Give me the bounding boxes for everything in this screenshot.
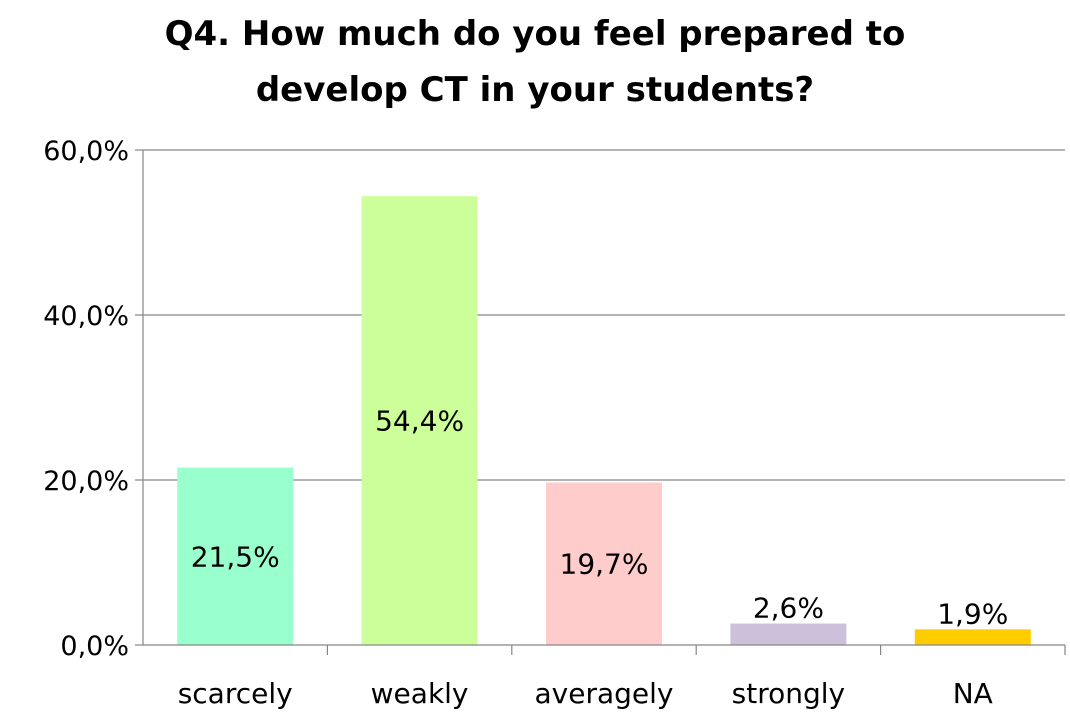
bar — [361, 196, 478, 645]
gridlines — [135, 149, 1065, 646]
y-tick-label: 20,0% — [43, 466, 129, 497]
bar — [914, 629, 1031, 645]
axes — [142, 150, 1066, 655]
y-tick-label: 0,0% — [60, 631, 129, 662]
chart-title-line-1: Q4. How much do you feel prepared to — [164, 14, 906, 54]
data-label: 21,5% — [191, 540, 280, 573]
data-label: 19,7% — [560, 548, 649, 581]
x-category-label: NA — [953, 677, 993, 710]
bar — [546, 482, 662, 645]
x-category-label: strongly — [732, 677, 845, 710]
data-label: 2,6% — [753, 592, 824, 625]
y-tick-label: 60,0% — [43, 136, 129, 167]
bar — [730, 623, 847, 645]
x-category-label: scarcely — [178, 677, 293, 710]
bars — [177, 196, 1031, 645]
y-tick-label: 40,0% — [43, 301, 129, 332]
y-axis-tick-labels: 0,0% 20,0% 40,0% 60,0% — [43, 136, 129, 662]
x-category-label: weakly — [371, 677, 469, 710]
data-label: 54,4% — [375, 405, 464, 438]
chart-title-line-2: develop CT in your students? — [255, 70, 815, 110]
bar — [177, 467, 294, 645]
chart-title: Q4. How much do you feel prepared to dev… — [0, 6, 1070, 118]
data-label: 1,9% — [937, 597, 1008, 630]
data-labels: 21,5% 54,4% 19,7% 2,6% 1,9% — [191, 405, 1009, 631]
x-axis-category-labels: scarcely weakly averagely strongly NA — [178, 677, 993, 710]
x-category-label: averagely — [535, 677, 674, 710]
